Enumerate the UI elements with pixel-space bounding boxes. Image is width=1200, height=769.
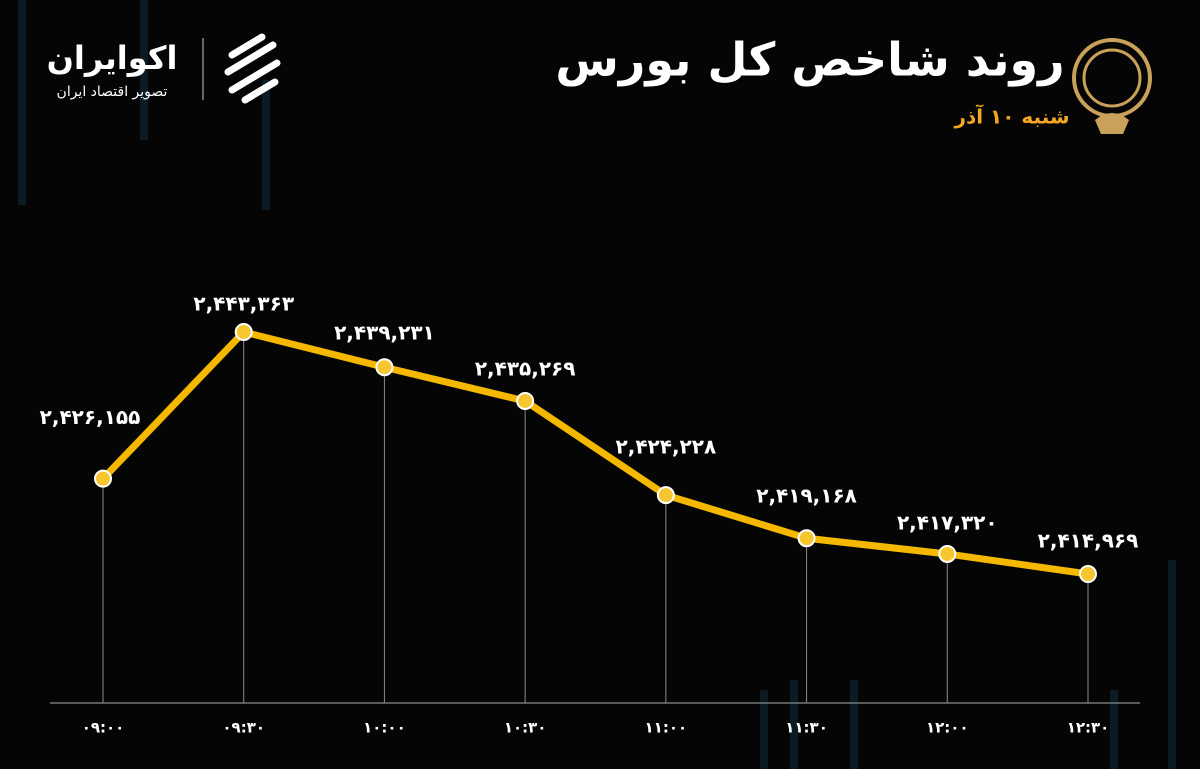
- data-point: [234, 323, 253, 341]
- brand-icon: [224, 33, 281, 104]
- value-label: ۲,۴۴۳,۳۶۳: [193, 292, 294, 316]
- value-label: ۲,۴۱۴,۹۶۹: [1038, 529, 1139, 553]
- chart-title: روند شاخص کل بورس: [555, 33, 1064, 87]
- value-label: ۲,۴۳۵,۲۶۹: [475, 356, 576, 380]
- data-point: [516, 391, 535, 410]
- background-decoration: [18, 0, 1176, 769]
- brand-name: اکوایران: [47, 39, 178, 77]
- x-tick-label: ۰۹:۳۰: [222, 719, 265, 737]
- x-tick-label: ۱۲:۳۰: [1067, 719, 1110, 737]
- value-label: ۲,۴۱۹,۱۶۸: [756, 484, 857, 508]
- x-tick-label: ۱۰:۳۰: [504, 719, 547, 737]
- chart-subtitle: شنبه ۱۰ آذر: [953, 104, 1069, 129]
- data-point: [1079, 565, 1097, 583]
- data-point: [94, 469, 112, 488]
- value-label: ۲,۴۱۷,۳۲۰: [897, 510, 998, 534]
- brand-tagline: تصویر اقتصاد ایران: [57, 84, 168, 100]
- value-label: ۲,۴۲۶,۱۵۵: [40, 405, 141, 429]
- data-point: [797, 529, 816, 548]
- x-tick-label: ۱۲:۰۰: [926, 719, 969, 737]
- x-tick-label: ۱۱:۳۰: [785, 719, 828, 737]
- x-tick-label: ۱۱:۰۰: [645, 719, 688, 737]
- x-tick-label: ۰۹:۰۰: [82, 719, 125, 737]
- data-point: [375, 358, 394, 377]
- value-label: ۲,۴۲۴,۲۲۸: [616, 435, 717, 459]
- series-line: [100, 328, 1089, 578]
- data-point: [938, 544, 957, 563]
- value-label: ۲,۴۳۹,۲۳۱: [334, 321, 435, 345]
- exchange-emblem: [1072, 38, 1152, 134]
- data-point: [656, 486, 675, 505]
- x-tick-label: ۱۰:۰۰: [363, 719, 406, 737]
